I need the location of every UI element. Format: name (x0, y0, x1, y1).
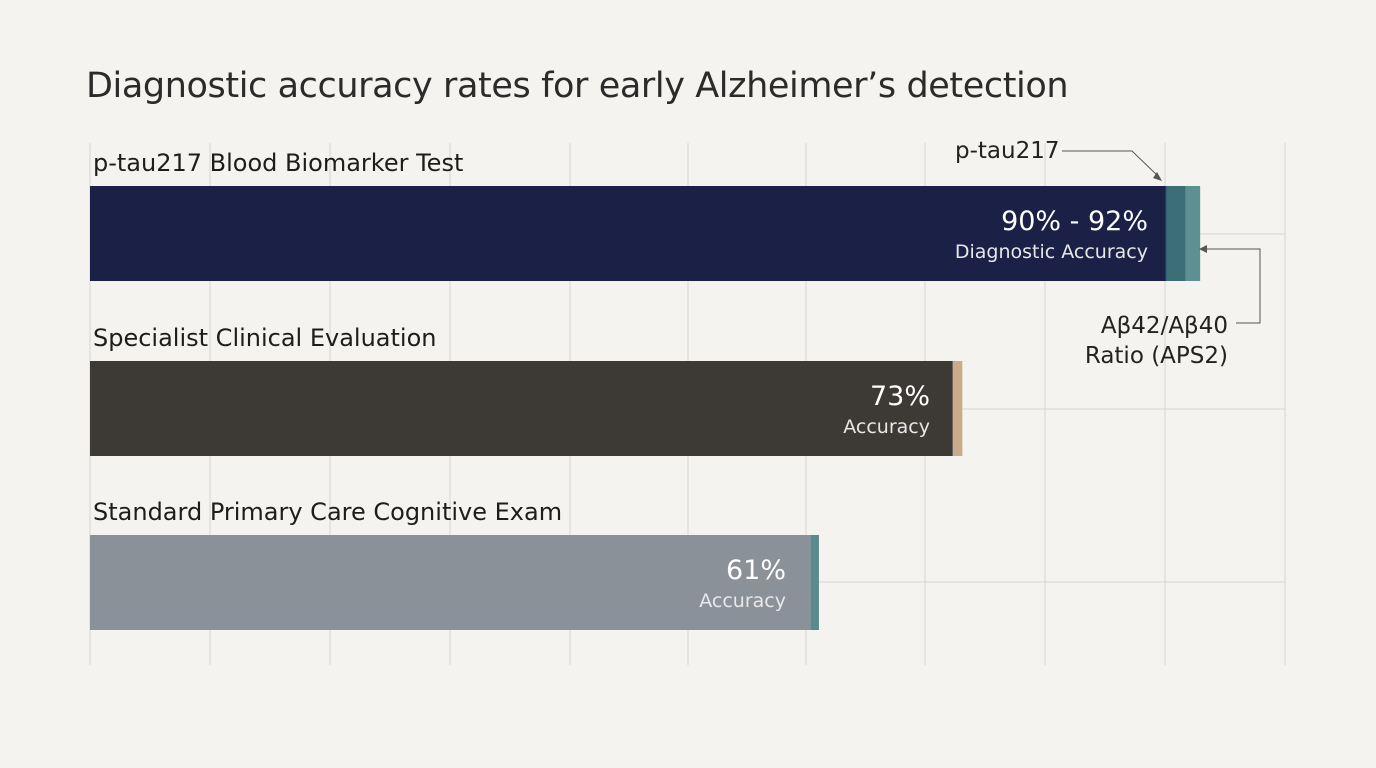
bar-ptau217-segment-1 (1165, 186, 1168, 281)
bar-ptau217-segment-3 (1185, 186, 1201, 281)
annotation-abeta-ratio: Aβ42/Aβ40 Ratio (APS2) (1085, 311, 1228, 371)
leader-ptau217-arrowhead (1153, 172, 1162, 181)
bar-sub-specialist: Accuracy (843, 416, 930, 438)
bar-value-primary-care: 61% (725, 555, 786, 586)
bar-specialist-segment-0 (90, 361, 953, 456)
annotation-abeta-line-2: Ratio (APS2) (1084, 343, 1228, 369)
annotation-lines (1062, 150, 1261, 324)
bar-label-primary-care: Standard Primary Care Cognitive Exam (93, 498, 563, 526)
bars (90, 186, 1201, 630)
annotation-abeta-line-1: Aβ42/Aβ40 (1100, 313, 1228, 339)
bar-ptau217-segment-2 (1167, 186, 1186, 281)
bar-sub-primary-care: Accuracy (699, 590, 786, 612)
bar-label-specialist: Specialist Clinical Evaluation (93, 324, 437, 352)
chart-title: Diagnostic accuracy rates for early Alzh… (86, 66, 1069, 106)
leader-abeta-arrowhead (1199, 245, 1207, 253)
bar-primary-care-segment-1 (810, 535, 819, 630)
bar-ptau217-segment-0 (90, 186, 1166, 281)
bar-value-specialist: 73% (869, 381, 930, 412)
bar-sub-ptau217: Diagnostic Accuracy (954, 241, 1148, 263)
bar-specialist-segment-1 (952, 361, 963, 456)
bar-label-ptau217: p-tau217 Blood Biomarker Test (93, 149, 464, 177)
leader-abeta (1203, 248, 1261, 324)
bar-primary-care-segment-0 (90, 535, 811, 630)
leader-ptau217 (1062, 150, 1161, 179)
annotation-ptau217: p-tau217 (955, 138, 1060, 164)
bar-value-ptau217: 90% - 92% (1001, 206, 1148, 237)
